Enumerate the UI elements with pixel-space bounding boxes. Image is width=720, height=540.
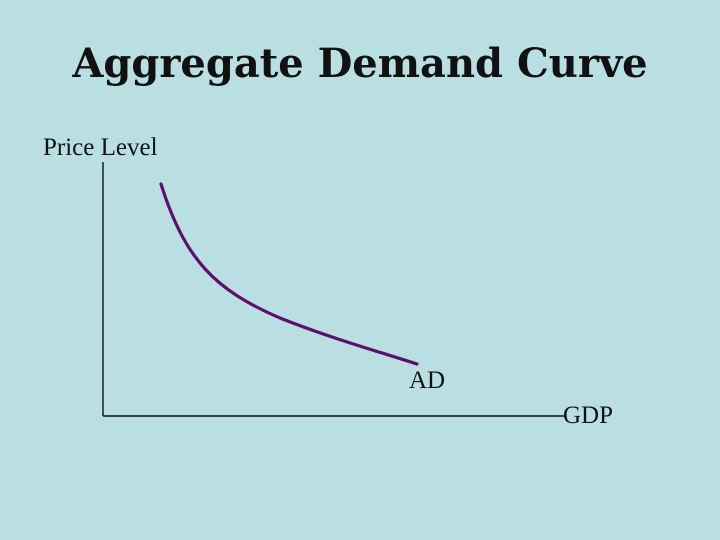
slide-title: Aggregate Demand Curve: [72, 40, 648, 87]
curve-label: AD: [409, 367, 445, 394]
y-axis-label: Price Level: [43, 134, 158, 161]
ad-curve: [159, 182, 419, 366]
x-axis-label: GDP: [563, 402, 613, 429]
